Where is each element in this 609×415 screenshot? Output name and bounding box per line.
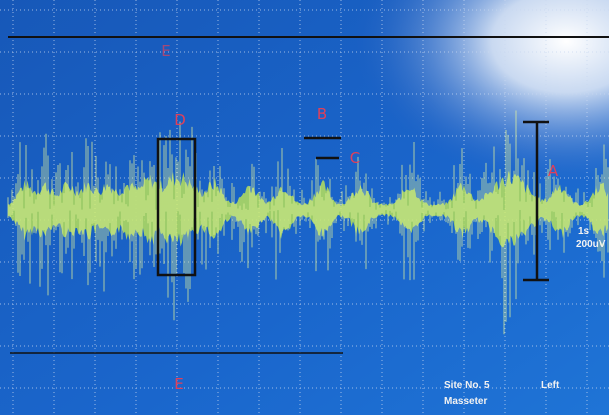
side: Left — [541, 380, 560, 391]
label: B — [317, 105, 327, 123]
site: Site No. 5 — [444, 380, 490, 391]
time-scale: 1s — [578, 226, 590, 237]
label: C — [350, 149, 360, 167]
label: E — [161, 42, 170, 60]
oscilloscope-screen: E D B C A E 1s 200uV Site No. 5 Masseter… — [0, 0, 609, 415]
amplitude-scale: 200uV — [576, 239, 606, 250]
label: A — [548, 162, 559, 180]
page: {"labels": {"top_e": "E", "d": "D", "b":… — [0, 0, 609, 415]
muscle: Masseter — [444, 396, 487, 407]
label: D — [174, 111, 186, 129]
label: E — [174, 375, 183, 393]
